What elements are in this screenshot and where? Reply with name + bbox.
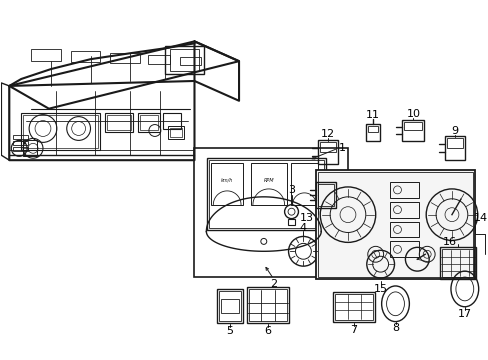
Text: km/h: km/h bbox=[221, 178, 233, 183]
Text: 6: 6 bbox=[264, 325, 271, 336]
Bar bbox=[221, 299, 239, 313]
Text: 5: 5 bbox=[226, 325, 233, 336]
Bar bbox=[140, 114, 158, 130]
Bar bbox=[169, 49, 199, 71]
Bar bbox=[110, 53, 140, 63]
Text: 3: 3 bbox=[287, 185, 294, 195]
Bar bbox=[250, 163, 286, 205]
Bar bbox=[23, 140, 37, 156]
Bar bbox=[389, 202, 418, 218]
Bar bbox=[316, 170, 474, 279]
Bar bbox=[163, 113, 180, 129]
Text: 16: 16 bbox=[442, 237, 456, 247]
Text: 10: 10 bbox=[406, 109, 420, 119]
Text: 1: 1 bbox=[338, 143, 345, 153]
Bar bbox=[13, 135, 28, 139]
Bar bbox=[105, 113, 133, 132]
Text: 17: 17 bbox=[457, 309, 471, 319]
Bar bbox=[246, 287, 288, 323]
Bar bbox=[334, 294, 372, 320]
Bar bbox=[107, 114, 131, 130]
Bar bbox=[404, 122, 421, 130]
Bar bbox=[444, 136, 464, 160]
Bar bbox=[219, 291, 241, 321]
Bar bbox=[318, 140, 337, 164]
Bar bbox=[446, 138, 462, 148]
Bar bbox=[389, 222, 418, 238]
Bar bbox=[207, 158, 325, 230]
Bar bbox=[23, 114, 98, 148]
Bar bbox=[316, 182, 335, 208]
Bar bbox=[71, 51, 100, 62]
Bar bbox=[367, 126, 377, 132]
Bar bbox=[209, 160, 324, 228]
Bar bbox=[148, 55, 169, 64]
Bar bbox=[194, 148, 347, 277]
Bar bbox=[441, 249, 473, 277]
Bar bbox=[290, 163, 318, 205]
Text: 2: 2 bbox=[269, 279, 277, 289]
Bar bbox=[287, 219, 295, 225]
Text: RPM: RPM bbox=[263, 178, 273, 183]
Bar bbox=[320, 142, 335, 152]
Text: 9: 9 bbox=[450, 126, 458, 136]
Bar bbox=[179, 57, 201, 65]
Bar bbox=[169, 127, 181, 138]
Text: 14: 14 bbox=[473, 213, 487, 222]
Text: 11: 11 bbox=[365, 110, 379, 120]
Bar bbox=[31, 49, 61, 61]
Text: 12: 12 bbox=[321, 130, 335, 139]
Bar bbox=[365, 123, 379, 141]
Text: 15: 15 bbox=[373, 284, 387, 294]
Bar bbox=[211, 163, 243, 205]
Bar bbox=[13, 141, 28, 145]
Bar bbox=[164, 46, 204, 74]
Bar bbox=[439, 247, 475, 279]
Bar bbox=[138, 113, 160, 132]
Bar bbox=[167, 126, 183, 139]
Bar bbox=[389, 242, 418, 257]
Text: 4: 4 bbox=[299, 222, 306, 233]
Bar bbox=[248, 289, 286, 321]
Bar bbox=[21, 113, 100, 150]
Bar bbox=[318, 184, 333, 206]
Bar bbox=[318, 172, 472, 277]
Text: 8: 8 bbox=[391, 323, 398, 333]
Bar bbox=[217, 289, 243, 323]
Text: 7: 7 bbox=[349, 324, 357, 334]
Bar bbox=[13, 147, 28, 151]
Bar bbox=[389, 182, 418, 198]
Bar bbox=[402, 120, 424, 141]
Bar bbox=[332, 292, 374, 321]
Text: 13: 13 bbox=[299, 213, 313, 222]
